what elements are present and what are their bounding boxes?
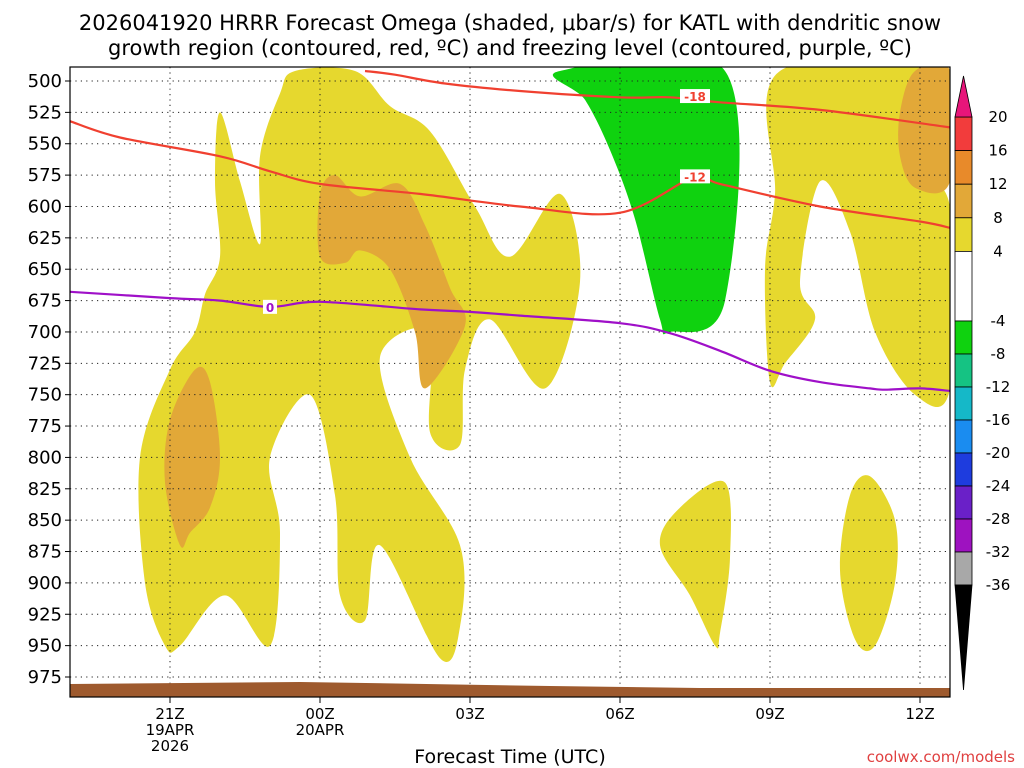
colorbar-band-16-20 bbox=[954, 116, 973, 151]
x-tick-label-03Z: 03Z bbox=[455, 705, 484, 723]
colorbar-band--28--24 bbox=[954, 485, 973, 520]
colorbar-bottom-arrow bbox=[954, 584, 973, 691]
colorbar-tick-label--20: -20 bbox=[986, 444, 1011, 462]
y-tick-label-525: 525 bbox=[28, 102, 62, 123]
omega-region-7 bbox=[552, 67, 740, 335]
y-tick-label-675: 675 bbox=[28, 291, 62, 312]
contour-label-bg bbox=[263, 299, 277, 314]
colorbar-tick-label--12: -12 bbox=[986, 378, 1011, 396]
colorbar-band--16--12 bbox=[954, 386, 973, 421]
omega-shading-layer bbox=[138, 67, 950, 662]
colorbar-tick-label--16: -16 bbox=[986, 411, 1011, 429]
colorbar-band--32--28 bbox=[954, 518, 973, 553]
colorbar-band--20--16 bbox=[954, 419, 973, 454]
x-tick-sublabel: 20APR bbox=[296, 721, 345, 739]
terrain-ground-layer bbox=[70, 682, 950, 697]
colorbar-tick-label-4: 4 bbox=[993, 242, 1003, 260]
y-tick-label-875: 875 bbox=[28, 542, 62, 563]
credit-text: coolwx.com/models bbox=[867, 748, 1015, 766]
y-tick-label-950: 950 bbox=[28, 636, 62, 657]
colorbar-tick-label--24: -24 bbox=[986, 477, 1011, 495]
colorbar-band-4-8 bbox=[954, 217, 973, 252]
contour-line--18 bbox=[364, 69, 950, 129]
y-tick-label-625: 625 bbox=[28, 228, 62, 249]
y-tick-label-500: 500 bbox=[28, 71, 62, 92]
y-tick-label-850: 850 bbox=[28, 510, 62, 531]
colorbar-tick-label--28: -28 bbox=[986, 510, 1011, 528]
x-tick-label-06Z: 06Z bbox=[605, 705, 634, 723]
x-tick-label-21Z: 21Z bbox=[155, 705, 184, 723]
omega-region-6 bbox=[898, 67, 950, 194]
x-tick-sublabel: 19APR bbox=[146, 721, 195, 739]
y-tick-label-650: 650 bbox=[28, 259, 62, 280]
colorbar-band--8--4 bbox=[954, 320, 973, 355]
y-tick-label-750: 750 bbox=[28, 385, 62, 406]
y-tick-label-925: 925 bbox=[28, 604, 62, 625]
omega-region-4 bbox=[839, 475, 898, 652]
y-tick-label-575: 575 bbox=[28, 165, 62, 186]
colorbar-band--24--20 bbox=[954, 452, 973, 487]
colorbar-tick-label--8: -8 bbox=[991, 345, 1006, 363]
colorbar-tick-label-16: 16 bbox=[988, 142, 1007, 160]
x-tick-sublabel: 2026 bbox=[151, 737, 189, 755]
y-axis: 500 525 550 575 600 625 650 675 700 725 750 775 800 8… bbox=[28, 71, 70, 688]
contour-line--12 bbox=[70, 120, 950, 229]
colorbar-tick-label--4: -4 bbox=[991, 312, 1006, 330]
colorbar-band-12-16 bbox=[954, 150, 973, 185]
colorbar-band--12--8 bbox=[954, 353, 973, 388]
colorbar-tick-label--36: -36 bbox=[986, 576, 1011, 594]
y-tick-label-550: 550 bbox=[28, 134, 62, 155]
x-axis-label: Forecast Time (UTC) bbox=[414, 746, 605, 768]
contour-label--18: -18 bbox=[680, 89, 710, 104]
x-tick-label-12Z: 12Z bbox=[905, 705, 934, 723]
contour-label-text: -18 bbox=[684, 90, 706, 104]
y-tick-label-900: 900 bbox=[28, 573, 62, 594]
colorbar: 20 16 12 8 4 -4 -8 -12 -16 -20 -24 -28 -32 -36 bbox=[954, 75, 1011, 691]
colorbar-band-8-12 bbox=[954, 183, 973, 219]
colorbar-band--4-4 bbox=[954, 250, 973, 322]
colorbar-band--36--32 bbox=[954, 551, 973, 586]
colorbar-tick-label-20: 20 bbox=[988, 108, 1007, 126]
y-tick-label-600: 600 bbox=[28, 196, 62, 217]
y-tick-label-800: 800 bbox=[28, 447, 62, 468]
contour-line-0 bbox=[70, 290, 950, 392]
y-tick-label-825: 825 bbox=[28, 479, 62, 500]
omega-region-0 bbox=[138, 67, 581, 662]
contour-layer: -18 -12 0 bbox=[70, 69, 950, 392]
omega-region-3 bbox=[659, 480, 731, 649]
contour-label-bg bbox=[680, 169, 710, 184]
chart-title-line-1: 2026041920 HRRR Forecast Omega (shaded, … bbox=[79, 11, 941, 35]
contour-label-0: 0 bbox=[263, 299, 277, 315]
plot-frame bbox=[69, 66, 951, 698]
contour-label-bg bbox=[680, 89, 710, 104]
x-tick-label-09Z: 09Z bbox=[755, 705, 784, 723]
contour-label--12: -12 bbox=[680, 169, 710, 184]
colorbar-tick-label-8: 8 bbox=[993, 209, 1003, 227]
y-tick-label-725: 725 bbox=[28, 353, 62, 374]
x-tick-label-00Z: 00Z bbox=[305, 705, 334, 723]
contour-label-text: -12 bbox=[684, 170, 706, 184]
chart-title-line-2: growth region (contoured, red, ºC) and f… bbox=[108, 36, 912, 60]
colorbar-top-arrow bbox=[954, 75, 973, 118]
y-tick-label-975: 975 bbox=[28, 667, 62, 688]
y-tick-label-700: 700 bbox=[28, 322, 62, 343]
contour-label-text: 0 bbox=[266, 301, 274, 315]
omega-region-1 bbox=[164, 366, 220, 548]
omega-region-2 bbox=[317, 175, 466, 389]
colorbar-tick-label-12: 12 bbox=[988, 175, 1007, 193]
y-tick-label-775: 775 bbox=[28, 416, 62, 437]
colorbar-tick-label--32: -32 bbox=[986, 543, 1011, 561]
